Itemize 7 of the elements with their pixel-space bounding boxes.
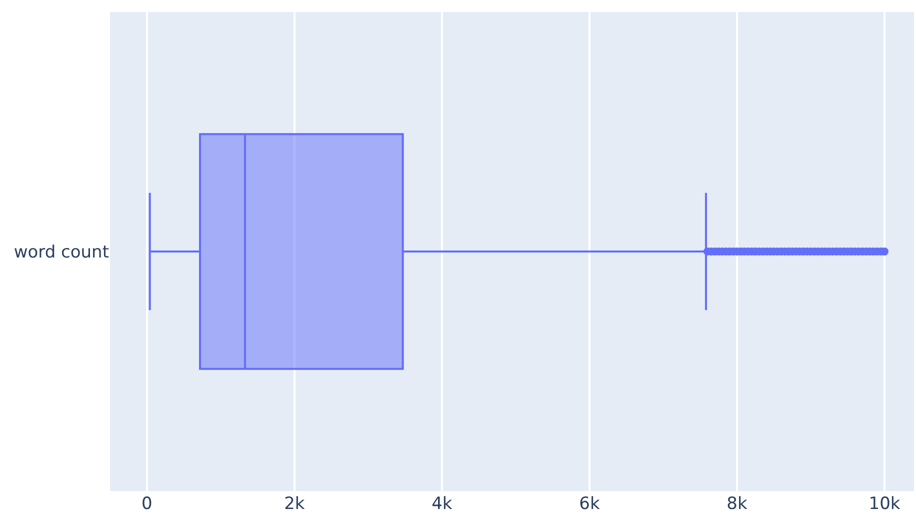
x-tick-label: 4k	[432, 494, 452, 514]
x-tick-label: 8k	[726, 494, 748, 514]
x-tick-label: 2k	[284, 494, 305, 514]
x-tick-label: 0	[141, 494, 152, 514]
x-tick-label: 6k	[579, 494, 600, 514]
y-tick-label: word count	[14, 242, 110, 262]
x-tick-label: 10k	[868, 494, 900, 514]
